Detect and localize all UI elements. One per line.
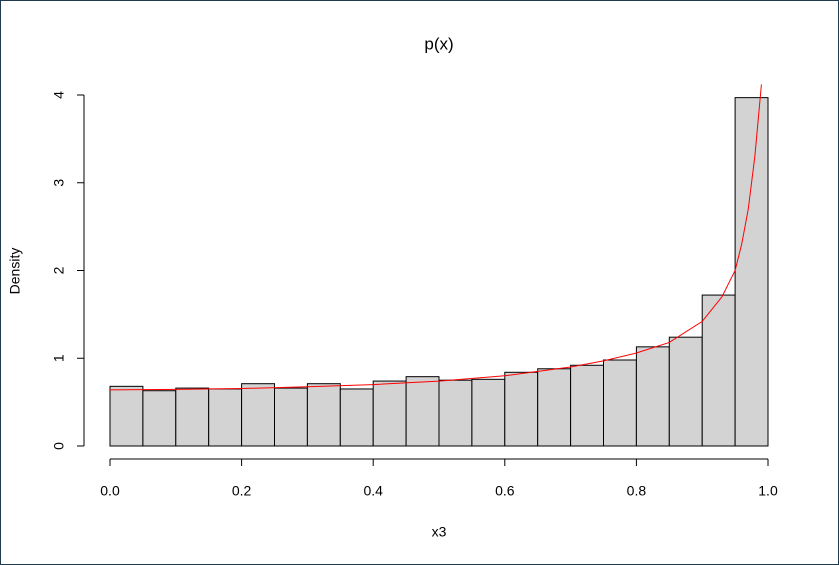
y-tick-label: 3 — [51, 179, 67, 187]
histogram-bar — [668, 336, 703, 447]
x-axis-label: x3 — [432, 524, 447, 540]
histogram-bar — [471, 378, 506, 447]
histogram-bar — [537, 368, 572, 447]
histogram-bar — [175, 387, 210, 447]
histogram-bar — [274, 387, 308, 447]
y-tick-label: 2 — [51, 266, 67, 274]
histogram-bar — [208, 388, 243, 447]
y-axis-label: Density — [7, 248, 23, 295]
x-tick-label: 0.8 — [627, 483, 647, 499]
x-tick-label: 0.2 — [232, 483, 252, 499]
x-tick-label: 1.0 — [758, 483, 778, 499]
histogram-bar — [405, 376, 440, 447]
histogram-bar — [438, 379, 473, 447]
histogram-bar — [142, 390, 177, 447]
histogram-bar — [339, 388, 374, 447]
histogram-bar — [241, 383, 276, 447]
y-tick-label: 0 — [51, 442, 67, 450]
x-tick-label: 0.0 — [100, 483, 120, 499]
histogram-bar — [635, 346, 670, 447]
histogram-bar — [504, 371, 539, 447]
histogram-bar — [734, 97, 769, 447]
histogram-bar — [306, 383, 341, 447]
histogram-bar — [372, 380, 407, 447]
histogram-bar — [109, 385, 144, 447]
chart-title: p(x) — [424, 34, 453, 53]
x-tick-label: 0.6 — [495, 483, 515, 499]
y-tick-label: 1 — [51, 354, 67, 362]
y-tick-label: 4 — [51, 91, 67, 99]
histogram-bar — [603, 359, 637, 447]
density-curve — [109, 84, 762, 391]
histogram-bar — [570, 364, 604, 447]
x-tick-label: 0.4 — [363, 483, 383, 499]
histogram-bar — [701, 294, 736, 447]
